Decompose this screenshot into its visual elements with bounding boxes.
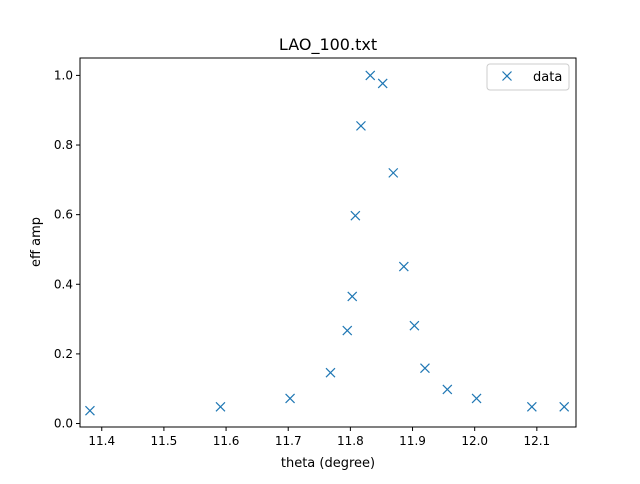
data-point [356, 120, 366, 131]
x-tick-label: 11.9 [399, 434, 426, 448]
plot-frame [79, 57, 577, 428]
x-tick-label: 12.1 [523, 434, 550, 448]
x-tick-label: 11.4 [88, 434, 115, 448]
legend-x-marker [502, 71, 512, 81]
legend-box [486, 63, 570, 91]
y-tick-label: 0.8 [54, 138, 73, 152]
x-tick-label: 11.6 [213, 434, 240, 448]
y-tick-label: 0.6 [54, 208, 73, 222]
data-points [85, 70, 570, 416]
x-tick-label: 11.7 [275, 434, 302, 448]
data-point [388, 167, 399, 178]
data-point [442, 384, 453, 395]
y-tick-label: 0.0 [54, 417, 73, 431]
data-point [526, 401, 537, 412]
data-point [285, 393, 296, 404]
y-tick-label: 0.2 [54, 347, 73, 361]
data-point [471, 393, 482, 404]
y-tick-label: 1.0 [54, 68, 73, 82]
data-point [342, 325, 353, 336]
legend-marker-icon [502, 71, 512, 81]
data-point [215, 401, 226, 412]
x-tick-label: 11.8 [337, 434, 364, 448]
data-point [420, 363, 430, 374]
y-axis: 0.0 0.2 0.4 0.6 0.8 1.0 [54, 68, 80, 431]
data-point [365, 70, 376, 81]
chart-title: LAO_100.txt [279, 35, 377, 55]
x-tick-label: 12.0 [461, 434, 488, 448]
data-point [350, 210, 361, 221]
plot-area [80, 58, 576, 427]
y-axis-label: eff amp [29, 217, 44, 267]
x-axis: 11.4 11.5 11.6 11.7 11.8 11.9 12.0 12.1 [88, 427, 550, 448]
data-point [409, 320, 420, 331]
data-point [347, 291, 358, 302]
data-point [398, 261, 409, 272]
x-tick-label: 11.5 [151, 434, 178, 448]
legend-label: data [533, 70, 562, 85]
legend: data [486, 63, 570, 91]
data-point [85, 405, 95, 416]
data-point [377, 78, 388, 89]
data-point [559, 401, 570, 412]
y-tick-label: 0.4 [54, 277, 73, 291]
x-axis-label: theta (degree) [281, 456, 375, 471]
data-point [325, 367, 336, 378]
